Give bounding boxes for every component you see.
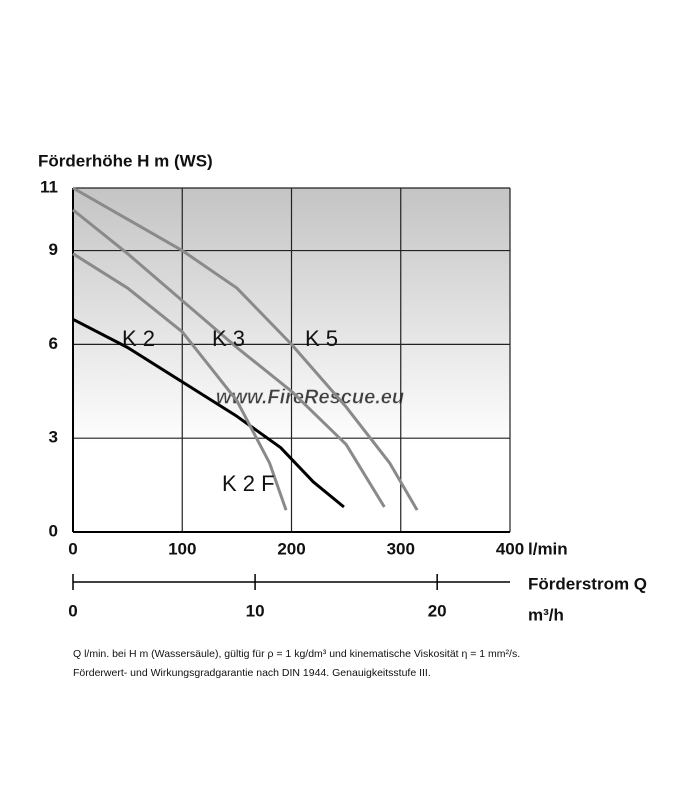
watermark: www.FireRescue.eu [216, 386, 404, 408]
footnote: Q l/min. bei H m (Wassersäule), gültig f… [73, 648, 520, 660]
footnote: Förderwert- und Wirkungsgradgarantie nac… [73, 667, 431, 679]
curve-label: K 5 [305, 326, 338, 351]
curve-label: K 2 F [222, 471, 275, 496]
x2-tick-label: 20 [428, 601, 447, 620]
curve [72, 186, 419, 511]
curve [72, 318, 345, 509]
y-tick-label: 9 [49, 240, 58, 259]
curve-label: K 2 [122, 326, 155, 351]
y-tick-label: 6 [49, 334, 58, 353]
y-tick-label: 3 [49, 428, 58, 447]
x-tick-label: 300 [387, 539, 415, 558]
x2-tick-label: 10 [246, 601, 265, 620]
x-tick-label: 400 [496, 539, 524, 558]
x2-tick-label: 0 [68, 601, 77, 620]
x-axis-unit: l/min [528, 539, 568, 558]
x-tick-label: 100 [168, 539, 196, 558]
x-tick-label: 0 [68, 539, 77, 558]
y-tick-label: 0 [49, 521, 58, 540]
x-tick-label: 200 [277, 539, 305, 558]
y-tick-label: 11 [40, 177, 58, 196]
x2-axis-title: Förderstrom Q [528, 574, 647, 593]
curve-label: K 3 [212, 326, 245, 351]
curve [72, 252, 288, 511]
y-axis-title: Förderhöhe H m (WS) [38, 151, 213, 170]
curve [72, 208, 386, 508]
x2-axis-unit: m³/h [528, 605, 564, 624]
